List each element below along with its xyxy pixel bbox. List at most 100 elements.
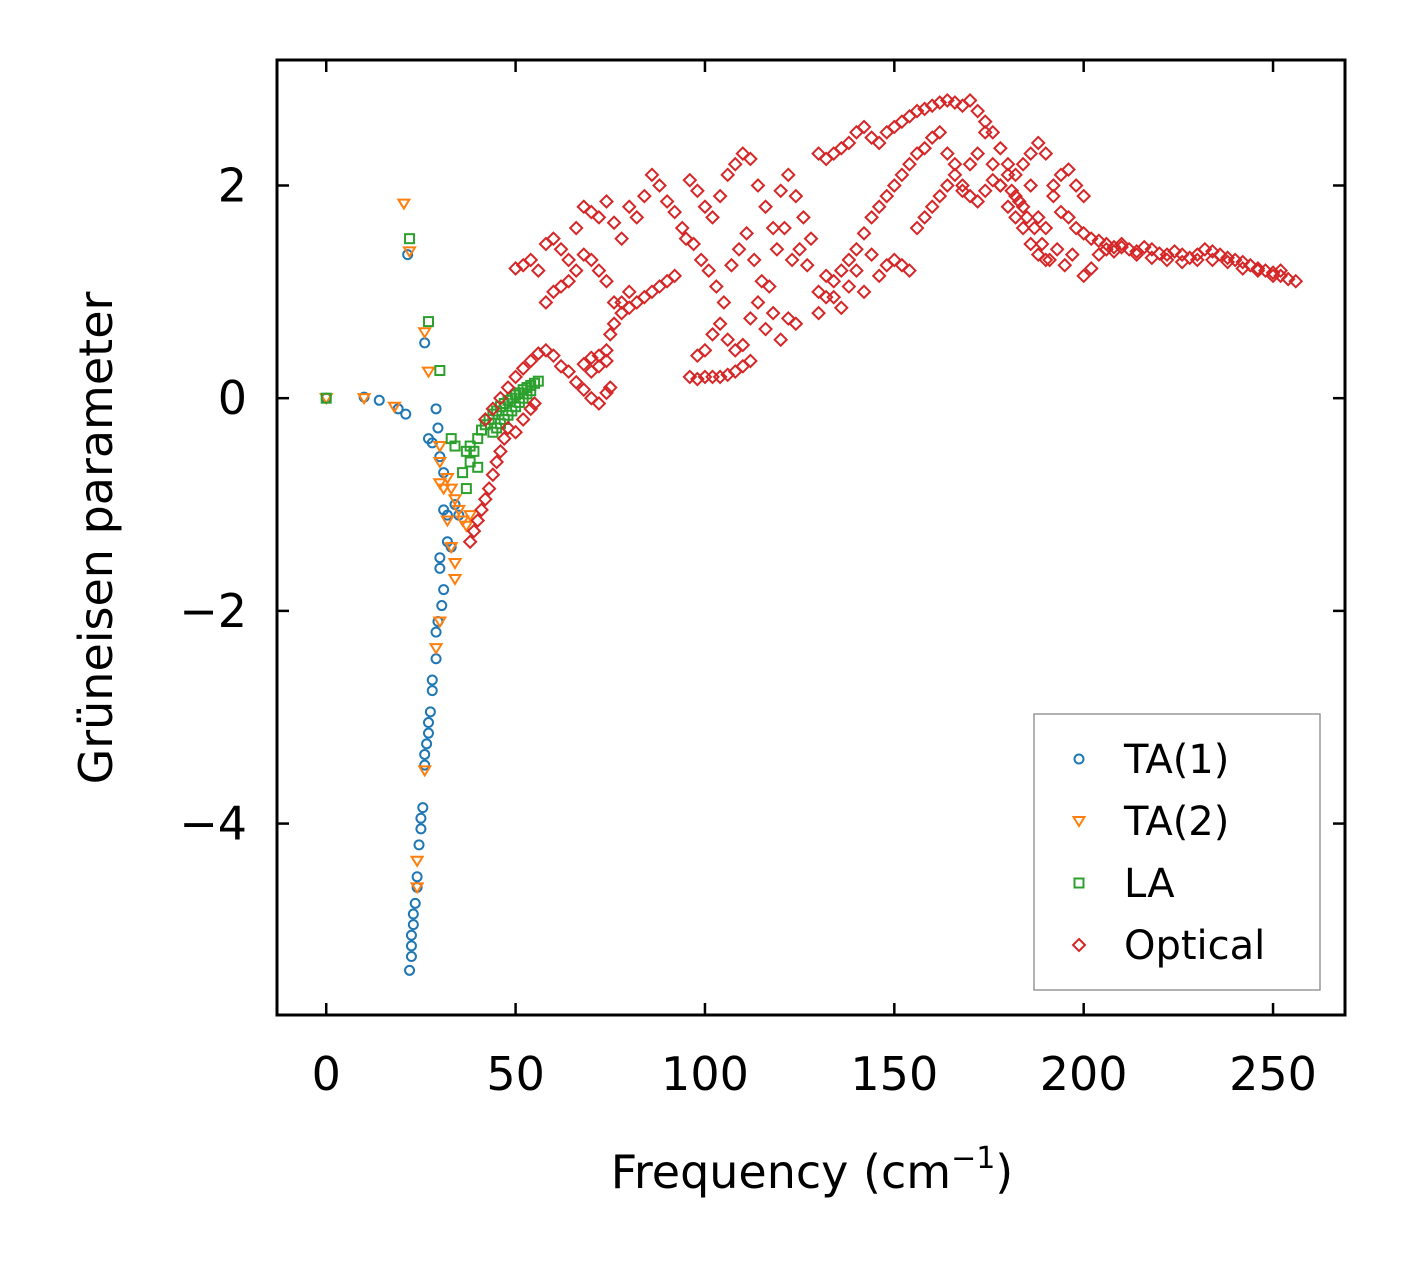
data-point xyxy=(591,396,607,411)
data-point xyxy=(1144,250,1160,266)
legend-marker-optical xyxy=(1071,937,1087,953)
data-point xyxy=(686,236,702,252)
data-point xyxy=(689,371,705,387)
data-point xyxy=(886,178,902,193)
data-point xyxy=(799,257,815,273)
data-point xyxy=(1136,239,1152,255)
data-point xyxy=(508,261,524,276)
data-point xyxy=(561,252,577,268)
data-point xyxy=(1015,156,1031,172)
data-point xyxy=(449,440,461,452)
data-point xyxy=(777,220,792,236)
data-point xyxy=(602,326,618,342)
data-point xyxy=(553,241,569,257)
data-point xyxy=(468,445,480,457)
data-point xyxy=(1023,178,1039,193)
data-point xyxy=(402,249,414,261)
data-point xyxy=(583,204,599,220)
data-point xyxy=(1076,225,1092,241)
legend-markers xyxy=(1071,753,1087,953)
data-point xyxy=(1068,220,1084,236)
data-point xyxy=(1174,247,1190,263)
data-point xyxy=(434,365,446,377)
data-point xyxy=(1038,220,1054,236)
legend-label-optical: Optical xyxy=(1124,923,1265,969)
data-point xyxy=(864,209,880,225)
data-point xyxy=(1174,254,1190,270)
data-point xyxy=(1083,261,1099,276)
data-point xyxy=(1250,261,1266,276)
data-point xyxy=(939,178,955,193)
data-point xyxy=(970,146,986,161)
data-point xyxy=(739,225,755,241)
data-point xyxy=(523,353,539,369)
data-point xyxy=(451,504,467,517)
data-point xyxy=(939,92,955,108)
data-point xyxy=(1091,233,1107,249)
data-point xyxy=(527,396,542,411)
data-point xyxy=(428,643,444,656)
data-point xyxy=(434,562,446,574)
data-point xyxy=(568,374,584,390)
x-axis-label-superscript: −1 xyxy=(951,1141,995,1176)
data-point xyxy=(947,95,963,110)
data-point xyxy=(1030,247,1046,263)
data-point xyxy=(614,231,630,247)
data-point xyxy=(886,252,902,268)
data-point xyxy=(792,241,808,257)
data-point xyxy=(841,279,857,294)
plot-frame xyxy=(275,58,1347,1017)
data-point xyxy=(992,140,1008,156)
data-point xyxy=(682,369,698,385)
data-point xyxy=(985,172,1001,188)
data-point xyxy=(1000,199,1016,215)
data-point xyxy=(415,823,427,835)
data-point xyxy=(841,252,857,268)
data-point xyxy=(1061,209,1076,225)
data-point xyxy=(576,356,592,372)
data-point xyxy=(1212,247,1228,263)
data-point xyxy=(1061,162,1076,177)
data-point xyxy=(811,284,826,300)
x-axis-label-main: Frequency (cm xyxy=(611,1145,951,1199)
data-point xyxy=(826,289,842,305)
data-point xyxy=(1064,247,1080,263)
data-point xyxy=(606,316,622,332)
data-point xyxy=(407,908,419,920)
data-point xyxy=(515,360,531,376)
data-point xyxy=(1076,268,1092,284)
data-point xyxy=(405,951,417,963)
data-point xyxy=(493,390,508,406)
data-point xyxy=(489,454,505,470)
data-point xyxy=(682,172,698,188)
data-point xyxy=(568,263,584,278)
data-point xyxy=(1076,188,1092,204)
data-point xyxy=(1273,263,1289,278)
data-point xyxy=(419,748,431,760)
data-point xyxy=(970,194,986,209)
data-point xyxy=(417,765,432,778)
data-point xyxy=(477,491,493,507)
data-point xyxy=(440,515,455,528)
data-point xyxy=(1121,241,1137,257)
data-point xyxy=(750,295,766,310)
y-tick-label: −2 xyxy=(179,584,247,638)
data-point xyxy=(485,467,501,483)
data-point xyxy=(396,198,412,211)
data-point xyxy=(426,685,438,697)
data-point xyxy=(477,412,493,427)
data-point xyxy=(432,422,444,434)
x-tick-label: 200 xyxy=(1040,1047,1128,1101)
data-point xyxy=(421,738,433,750)
data-point xyxy=(553,279,569,294)
data-point xyxy=(917,209,933,225)
data-point xyxy=(697,199,713,215)
data-point xyxy=(472,461,484,473)
data-point xyxy=(1053,204,1069,220)
data-point xyxy=(902,156,917,172)
data-point xyxy=(833,263,849,278)
data-point xyxy=(871,135,887,151)
data-point xyxy=(417,802,429,814)
x-axis-label: Frequency (cm−1) xyxy=(611,1141,1014,1199)
data-point xyxy=(992,178,1008,193)
